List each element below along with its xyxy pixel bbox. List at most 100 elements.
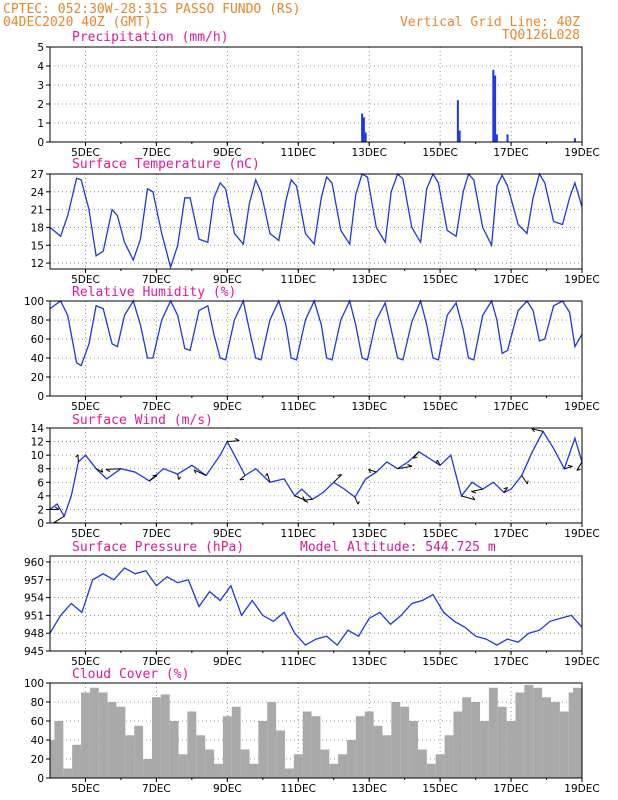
cloud-bar [98, 692, 108, 778]
panel-title-rh: Relative Humidity (%) [72, 285, 236, 300]
rh-series-line [49, 298, 583, 367]
y-tick-label: 948 [24, 628, 44, 640]
cloud-bar [63, 768, 73, 778]
cloud-bar [471, 702, 481, 778]
wind-arrow [194, 469, 207, 476]
x-tick-label: 15DEC [422, 274, 457, 286]
y-tick-label: 10 [31, 450, 44, 462]
panel-precip: 0 1 2 3 4 5 5DEC 7DEC 9DEC 11DEC 13DEC 15DEC 17DEC 19… [37, 42, 599, 159]
y-tick-label: 15 [31, 240, 44, 252]
wind-arrow [564, 466, 573, 470]
cloud-bar [178, 754, 188, 778]
wind-arrow [436, 459, 441, 466]
cloud-bar [488, 687, 498, 778]
wind-arrow [368, 468, 377, 473]
x-tick-label: 13DEC [351, 401, 386, 413]
y-tick-label: 0 [37, 518, 44, 530]
y-tick-label: 12 [31, 437, 44, 449]
y-tick-label: 60 [31, 716, 44, 728]
panel-frame [49, 300, 583, 397]
cloud-bar [222, 716, 232, 778]
x-tick-label: 9DEC [213, 783, 242, 795]
cloud-bar [258, 721, 268, 778]
cloud-bar [169, 721, 179, 778]
x-tick-label: 15DEC [422, 528, 457, 540]
wind-arrow-head [357, 501, 360, 505]
wind-arrow-head [265, 473, 268, 477]
panel-rh: 0 20 40 60 80 100 5DEC 7DEC 9DEC 11DEC 13DEC 15DEC 1… [24, 296, 600, 413]
y-tick-label: 20 [31, 372, 44, 384]
x-tick-label: 9DEC [213, 147, 242, 159]
wind-arrow [576, 461, 583, 471]
y-tick-label: 6 [37, 477, 44, 489]
x-tick-label: 19DEC [564, 274, 599, 286]
cloud-bar [125, 735, 135, 778]
cloud-bar [293, 754, 303, 778]
wind-arrow-head [567, 464, 573, 467]
y-tick-label: 957 [24, 575, 44, 587]
y-tick-label: 20 [31, 754, 44, 766]
cloud-bar [524, 684, 534, 778]
y-tick-label: 960 [24, 557, 44, 569]
cloud-bar [462, 697, 472, 778]
wind-arrow-head [105, 468, 111, 473]
cloud-bar [550, 702, 560, 778]
x-tick-label: 19DEC [564, 528, 599, 540]
panel-frame [49, 427, 583, 524]
y-tick-label: 0 [37, 773, 44, 785]
y-tick-label: 18 [31, 222, 44, 234]
x-tick-label: 15DEC [422, 147, 457, 159]
x-tick-label: 5DEC [71, 274, 100, 286]
x-tick-label: 7DEC [142, 656, 171, 668]
wind-arrow [521, 475, 528, 485]
wind-arrow-head [193, 469, 197, 474]
precip-bar [492, 69, 495, 142]
cloud-bar [347, 740, 356, 778]
x-tick-label: 7DEC [142, 401, 171, 413]
y-tick-label: 0 [37, 391, 44, 403]
wind-arrow-head [178, 476, 182, 480]
x-tick-label: 5DEC [71, 783, 100, 795]
y-tick-label: 21 [31, 205, 44, 217]
cloud-bar [382, 735, 392, 778]
y-tick-label: 24 [31, 187, 45, 199]
x-tick-label: 17DEC [493, 656, 528, 668]
y-tick-label: 100 [24, 296, 44, 308]
x-tick-label: 5DEC [71, 528, 100, 540]
panel-frame [49, 682, 583, 779]
wind-arrow [266, 473, 271, 483]
y-tick-label: 80 [31, 697, 44, 709]
x-tick-label: 7DEC [142, 274, 171, 286]
cloud-bar [231, 706, 241, 778]
wind-arrow-head [503, 487, 508, 490]
wind-arrow [227, 440, 240, 443]
x-tick-label: 11DEC [281, 274, 316, 286]
wind-arrow-head [526, 480, 529, 484]
cloud-bar [391, 702, 401, 778]
wind-arrow-head [337, 474, 342, 476]
y-tick-label: 100 [24, 678, 44, 690]
cloud-bar [249, 763, 259, 778]
x-tick-label: 17DEC [493, 528, 528, 540]
cloud-bar [338, 754, 348, 778]
x-tick-label: 9DEC [213, 274, 242, 286]
y-tick-label: 3 [37, 80, 44, 92]
y-tick-label: 951 [24, 610, 44, 622]
cloud-bar [573, 687, 582, 778]
wind-arrow [294, 495, 305, 501]
precip-bar [494, 75, 497, 142]
x-tick-label: 17DEC [493, 274, 528, 286]
wind-arrow-head [75, 454, 79, 458]
x-tick-label: 5DEC [71, 147, 100, 159]
header-grid-note: Vertical Grid Line: 40Z [400, 15, 580, 30]
x-tick-label: 13DEC [351, 656, 386, 668]
cloud-bar [480, 721, 489, 778]
wind-arrow [531, 428, 544, 432]
x-tick-label: 19DEC [564, 147, 599, 159]
x-tick-label: 5DEC [71, 401, 100, 413]
cloud-bar [134, 725, 144, 778]
header-model: TQ0126L028 [502, 28, 580, 43]
x-tick-label: 15DEC [422, 656, 457, 668]
panel-title-pressure: Surface Pressure (hPa) [72, 540, 244, 555]
